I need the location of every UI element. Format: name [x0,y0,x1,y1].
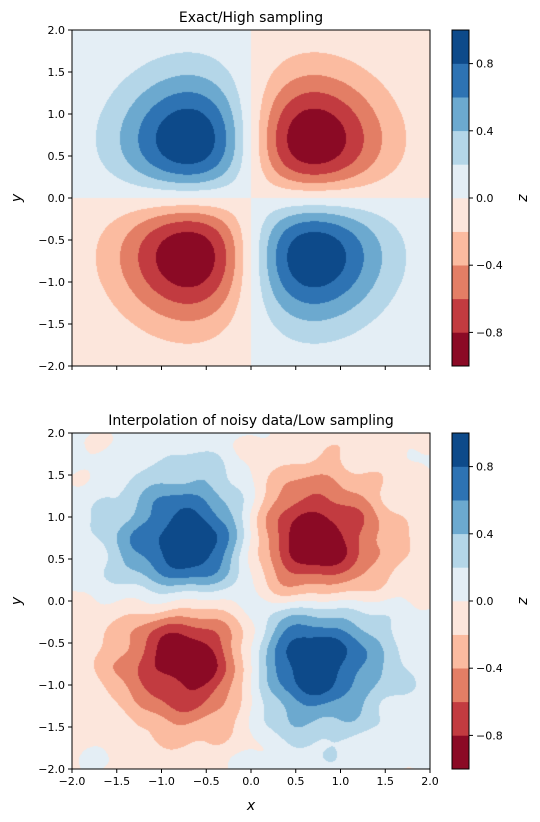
x-ticks-top [71,366,431,370]
y-tick-label: −1.0 [38,276,65,289]
colorbar-band [452,433,469,467]
contour-image-top [72,30,430,366]
y-tick-label: −0.5 [38,234,65,247]
y-tick-label: 2.0 [48,427,66,440]
colorbar-band [452,130,469,165]
panel-bottom: Interpolation of noisy data/Low sampling… [9,413,531,814]
y-axis-label-bottom: y [9,596,25,606]
title-bottom: Interpolation of noisy data/Low sampling [108,413,394,429]
colorbar-band [452,533,469,568]
colorbar-band [452,601,469,635]
plot-area-top [71,29,431,367]
colorbar-tick-label: −0.8 [476,729,503,742]
colorbar-ticks-bottom: −0.8 −0.4 0.0 0.4 0.8 [469,461,503,742]
y-tick-label: 0.5 [48,150,66,163]
colorbar-band [452,198,469,232]
x-tick-label: −2.0 [59,775,86,788]
plot-area-bottom [71,432,431,770]
x-tick-label: 1.5 [377,775,395,788]
colorbar-band [452,634,469,669]
colorbar-band [452,567,469,602]
colorbar-band [452,500,469,535]
colorbar-tick-label: −0.4 [476,662,503,675]
colorbar-band [452,668,469,703]
y-tick-label: −2.0 [38,763,65,776]
colorbar-tick-label: 0.4 [476,528,494,541]
x-ticks-bottom: −2.0 −1.5 −1.0 −0.5 0.0 0.5 1.0 1.5 2.0 [59,769,439,788]
x-tick-label: −0.5 [193,775,220,788]
colorbar-tick-label: 0.0 [476,595,494,608]
colorbar-band [452,231,469,266]
colorbar-top [451,29,470,367]
x-tick-label: −1.0 [148,775,175,788]
colorbar-label-top: z [515,194,531,203]
colorbar-bands-top [452,30,469,367]
colorbar-band [452,332,469,367]
colorbar-bottom [451,432,470,770]
colorbar-band [452,466,469,501]
y-tick-label: 0.0 [48,192,66,205]
y-tick-label: −1.5 [38,318,65,331]
colorbar-band [452,63,469,98]
y-tick-label: 2.0 [48,24,66,37]
colorbar-tick-label: −0.8 [476,326,503,339]
y-axis-label-top: y [9,193,25,203]
panel-top: Exact/High sampling −2.0 −1.5 −1.0 −0.5 0.0 0… [9,10,531,373]
y-tick-label: 1.5 [48,66,66,79]
colorbar-band [452,30,469,64]
y-tick-label: 1.5 [48,469,66,482]
y-tick-label: −1.5 [38,721,65,734]
y-tick-label: −2.0 [38,360,65,373]
y-tick-label: 1.0 [48,511,66,524]
y-tick-label: −1.0 [38,679,65,692]
x-tick-label: −1.5 [103,775,130,788]
colorbar-band [452,298,469,333]
contour-image-bottom [72,433,430,769]
y-ticks-bottom: −2.0 −1.5 −1.0 −0.5 0.0 0.5 1.0 1.5 2.0 [38,427,72,776]
colorbar-label-bottom: z [515,597,531,606]
x-tick-label: 2.0 [421,775,439,788]
colorbar-tick-label: 0.8 [476,461,494,474]
y-tick-label: 0.0 [48,595,66,608]
colorbar-band [452,735,469,770]
x-tick-label: 0.0 [242,775,260,788]
x-axis-label-bottom: x [246,798,256,814]
colorbar-tick-label: 0.8 [476,58,494,71]
colorbar-band [452,265,469,300]
title-top: Exact/High sampling [179,10,323,26]
colorbar-band [452,701,469,736]
x-tick-label: 0.5 [287,775,305,788]
x-tick-label: 1.0 [332,775,350,788]
colorbar-bands-bottom [452,433,469,770]
colorbar-ticks-top: −0.8 −0.4 0.0 0.4 0.8 [469,58,503,339]
colorbar-tick-label: 0.4 [476,125,494,138]
y-ticks-top: −2.0 −1.5 −1.0 −0.5 0.0 0.5 1.0 1.5 2.0 [38,24,72,373]
colorbar-tick-label: −0.4 [476,259,503,272]
colorbar-tick-label: 0.0 [476,192,494,205]
y-tick-label: 0.5 [48,553,66,566]
y-tick-label: −0.5 [38,637,65,650]
colorbar-band [452,164,469,199]
y-tick-label: 1.0 [48,108,66,121]
colorbar-band [452,97,469,132]
